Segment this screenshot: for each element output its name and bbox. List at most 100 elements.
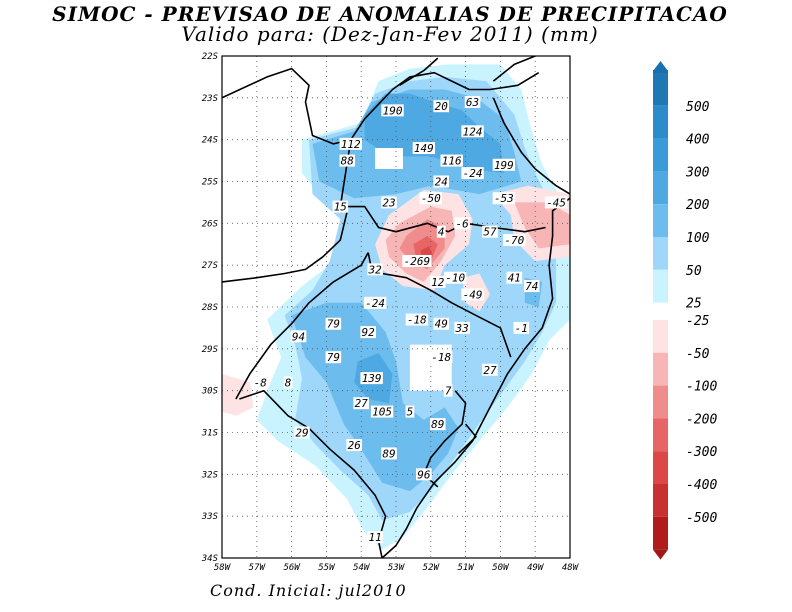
value-label-background xyxy=(252,376,269,389)
longitude-tick-label: 54W xyxy=(353,563,371,573)
border-line xyxy=(350,71,540,141)
anomaly-value-label: 124 xyxy=(463,125,483,138)
anomaly-value-label: 190 xyxy=(383,104,403,117)
colorbar-label: 50 xyxy=(686,264,702,279)
colorbar-swatch-negative xyxy=(653,320,668,353)
value-label-background xyxy=(443,384,453,397)
colorbar-label: -100 xyxy=(686,380,717,395)
anomaly-value-label: 88 xyxy=(341,155,355,168)
value-label-background xyxy=(346,439,363,452)
anomaly-value-label: 27 xyxy=(483,364,497,377)
value-label-background xyxy=(544,196,568,209)
value-label-background xyxy=(513,321,530,334)
anomaly-value-label: 79 xyxy=(327,351,340,364)
anomaly-value-label: 12 xyxy=(431,276,445,289)
value-label-background xyxy=(429,275,446,288)
anomaly-value-label: -8 xyxy=(254,376,268,389)
anomaly-value-label: 32 xyxy=(367,263,382,276)
anomaly-value-label: 89 xyxy=(382,447,395,460)
colorbar-label: 300 xyxy=(685,165,710,180)
colorbar-top-extension xyxy=(653,61,668,71)
border-line xyxy=(458,423,477,454)
value-label-background xyxy=(353,397,369,410)
anomaly-value-label: -50 xyxy=(421,192,441,205)
value-label-background xyxy=(370,405,394,418)
anomaly-value-label: 7 xyxy=(445,385,452,398)
border-line xyxy=(235,252,369,400)
anomaly-value-label: 23 xyxy=(382,196,395,209)
value-label-background xyxy=(482,363,498,376)
border-line xyxy=(381,197,570,558)
anomaly-value-label: 79 xyxy=(327,318,340,331)
value-label-background xyxy=(416,468,432,481)
anomaly-value-label: 33 xyxy=(454,322,468,335)
longitude-tick-label: 53W xyxy=(388,563,406,573)
value-label-background xyxy=(503,234,526,247)
latitude-tick-label: 25S xyxy=(202,178,219,188)
latitude-tick-label: 30S xyxy=(201,387,219,397)
colorbar-swatch-negative xyxy=(653,451,668,484)
value-label-background xyxy=(482,225,498,238)
longitude-tick-label: 49W xyxy=(527,563,545,573)
anomaly-value-label: 63 xyxy=(466,96,479,109)
value-label-background xyxy=(325,317,342,330)
value-label-background xyxy=(367,263,383,276)
map-title: SIMOC - PREVISAO DE ANOMALIAS DE PRECIPI… xyxy=(52,2,728,26)
colorbar-swatch-negative xyxy=(653,352,668,386)
latitude-tick-label: 27S xyxy=(202,261,219,271)
anomaly-value-label: 15 xyxy=(334,201,347,214)
colorbar-swatch-negative xyxy=(653,484,668,517)
value-label-background xyxy=(436,225,446,238)
value-label-background xyxy=(294,426,310,439)
anomaly-value-label: 74 xyxy=(525,280,538,293)
value-label-background xyxy=(339,154,356,167)
latitude-tick-label: 22S xyxy=(202,52,219,62)
colorbar-label: -400 xyxy=(686,478,717,493)
value-label-background xyxy=(325,351,342,364)
colorbar-label: -50 xyxy=(686,347,710,362)
value-label-background xyxy=(332,200,349,213)
gridlines xyxy=(222,56,570,558)
colorbar-label: 400 xyxy=(686,133,710,148)
colorbar-label: -300 xyxy=(686,445,717,460)
anomaly-value-label: 8 xyxy=(285,376,292,389)
anomaly-value-label: 96 xyxy=(417,468,431,481)
colorbar: 500 400 300 200 100 50 25 -25 -50 -100 -200 -300 -40… xyxy=(653,61,717,560)
border-line xyxy=(492,56,536,82)
value-label-background xyxy=(429,418,446,431)
axis-labels: 22S23S24S25S26S27S28S29S30S31S32S33S34S5… xyxy=(201,52,580,573)
colorbar-swatch-negative xyxy=(653,516,668,550)
anomaly-value-label: -24 xyxy=(463,167,483,180)
value-label-background xyxy=(454,321,470,334)
value-label-background xyxy=(430,351,453,364)
anomaly-value-label: -6 xyxy=(455,217,469,230)
value-label-background xyxy=(461,288,484,301)
value-label-background xyxy=(433,175,450,188)
colorbar-cap xyxy=(653,70,668,74)
anomaly-value-label: -1 xyxy=(515,322,528,335)
value-label-background xyxy=(367,531,383,544)
value-label-background xyxy=(419,192,442,205)
colorbar-label: 25 xyxy=(686,297,702,312)
initial-condition-label: Cond. Inicial: jul2010 xyxy=(210,581,407,600)
anomaly-value-label: 20 xyxy=(435,100,449,113)
colorbar-swatch-positive xyxy=(653,138,668,172)
anomaly-value-label: -269 xyxy=(404,255,431,268)
border-line xyxy=(492,97,570,195)
anomaly-value-label: 29 xyxy=(295,427,308,440)
value-label-background xyxy=(381,196,397,209)
latitude-tick-label: 23S xyxy=(202,94,219,104)
value-label-background xyxy=(290,330,307,343)
colorbar-label: -200 xyxy=(686,412,717,427)
anomaly-value-label: 149 xyxy=(414,142,434,155)
latitude-tick-label: 34S xyxy=(201,554,219,564)
anomaly-value-label: 11 xyxy=(368,531,381,544)
border-line xyxy=(239,389,387,558)
latitude-tick-label: 31S xyxy=(201,429,219,439)
value-label-background xyxy=(405,313,429,326)
longitude-tick-label: 56W xyxy=(283,563,301,573)
value-label-background xyxy=(405,405,415,418)
anomaly-value-label: -49 xyxy=(463,288,483,301)
latitude-tick-label: 26S xyxy=(202,219,219,229)
